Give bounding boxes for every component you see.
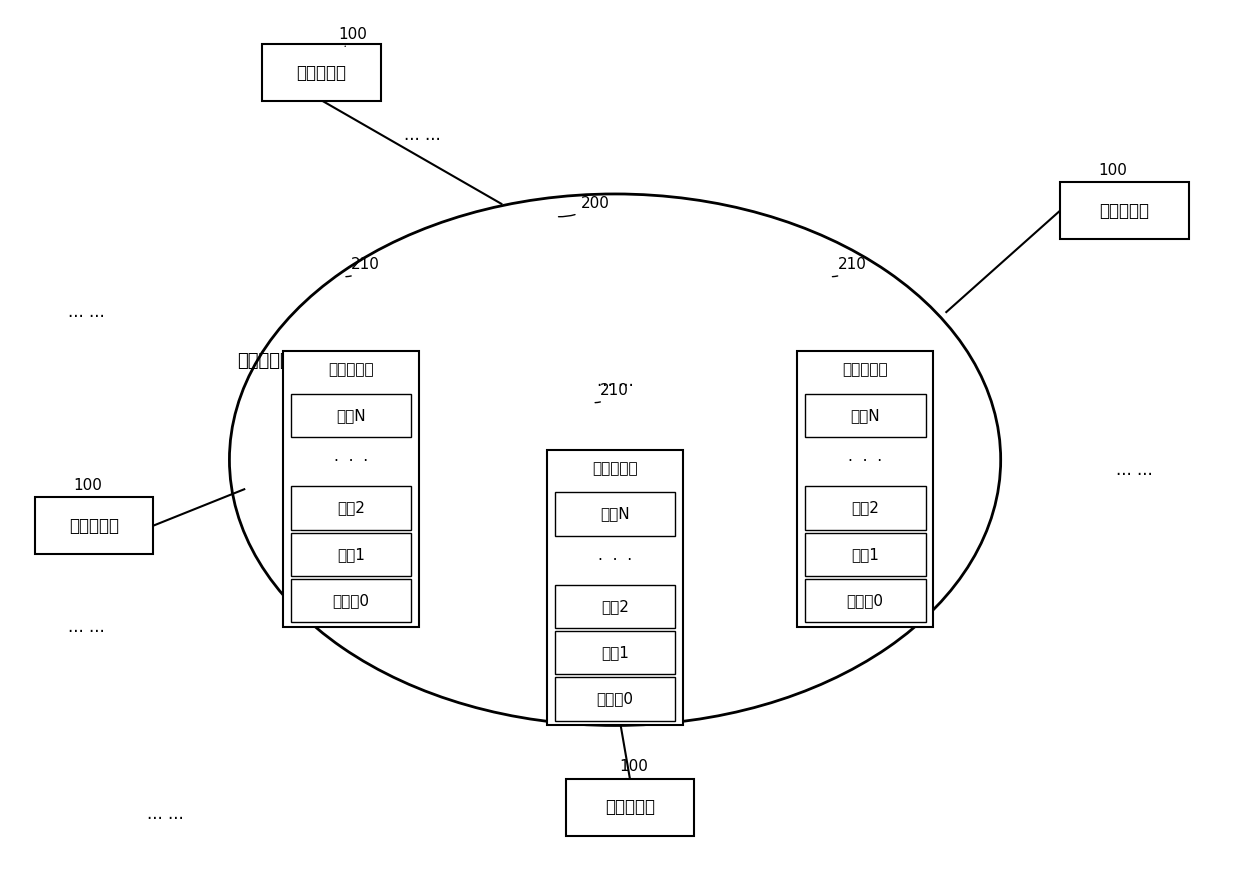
Text: 100: 100 <box>339 27 367 46</box>
Text: 区块2: 区块2 <box>337 500 365 515</box>
Text: 机构客户端: 机构客户端 <box>605 798 655 816</box>
FancyBboxPatch shape <box>290 532 412 575</box>
Text: 区块2: 区块2 <box>852 500 879 515</box>
Text: 区块链节点: 区块链节点 <box>842 362 888 377</box>
Text: 210: 210 <box>595 384 629 402</box>
Text: ·  ·  ·: · · · <box>334 454 368 469</box>
Text: ... ...: ... ... <box>68 303 104 321</box>
Text: 机构客户端: 机构客户端 <box>69 516 119 535</box>
FancyBboxPatch shape <box>565 779 694 835</box>
Text: ·  ·  ·: · · · <box>598 552 632 568</box>
Text: 区块1: 区块1 <box>852 546 879 561</box>
FancyBboxPatch shape <box>805 532 925 575</box>
Text: ... ...: ... ... <box>1116 461 1152 478</box>
Text: 100: 100 <box>1097 163 1127 182</box>
FancyBboxPatch shape <box>554 631 676 674</box>
Text: 区块N: 区块N <box>336 408 366 423</box>
FancyBboxPatch shape <box>805 486 925 530</box>
FancyBboxPatch shape <box>797 352 934 627</box>
Text: 210: 210 <box>346 257 379 277</box>
Text: 区块链节点: 区块链节点 <box>593 461 637 476</box>
Text: 机构客户端: 机构客户端 <box>296 64 346 82</box>
Text: 200: 200 <box>558 196 609 217</box>
Text: ... ...: ... ... <box>596 372 634 390</box>
Text: 区块1: 区块1 <box>601 645 629 660</box>
FancyBboxPatch shape <box>283 352 419 627</box>
FancyBboxPatch shape <box>35 497 154 554</box>
Text: ... ...: ... ... <box>146 805 184 823</box>
Text: 初始块0: 初始块0 <box>332 593 370 608</box>
FancyBboxPatch shape <box>554 492 676 536</box>
FancyBboxPatch shape <box>290 393 412 437</box>
Text: 初始块0: 初始块0 <box>847 593 884 608</box>
FancyBboxPatch shape <box>805 393 925 437</box>
Text: 初始块0: 初始块0 <box>596 691 634 706</box>
Text: 100: 100 <box>73 478 103 497</box>
Text: 区块链节点: 区块链节点 <box>329 362 373 377</box>
FancyBboxPatch shape <box>805 579 925 622</box>
FancyBboxPatch shape <box>547 450 683 726</box>
FancyBboxPatch shape <box>290 579 412 622</box>
Text: 100: 100 <box>620 759 649 779</box>
Text: 区块N: 区块N <box>600 507 630 522</box>
Text: 区块N: 区块N <box>851 408 880 423</box>
FancyBboxPatch shape <box>554 584 676 628</box>
Text: 区块2: 区块2 <box>601 598 629 613</box>
Text: ... ...: ... ... <box>68 618 104 636</box>
Text: 机构客户端: 机构客户端 <box>1100 202 1149 220</box>
Text: 区块链系统: 区块链系统 <box>237 353 291 370</box>
Text: ·  ·  ·: · · · <box>848 454 883 469</box>
Text: ... ...: ... ... <box>404 126 440 144</box>
FancyBboxPatch shape <box>1060 182 1189 240</box>
Text: 210: 210 <box>832 257 867 277</box>
Text: 区块1: 区块1 <box>337 546 365 561</box>
FancyBboxPatch shape <box>262 44 381 102</box>
FancyBboxPatch shape <box>554 677 676 720</box>
FancyBboxPatch shape <box>290 486 412 530</box>
